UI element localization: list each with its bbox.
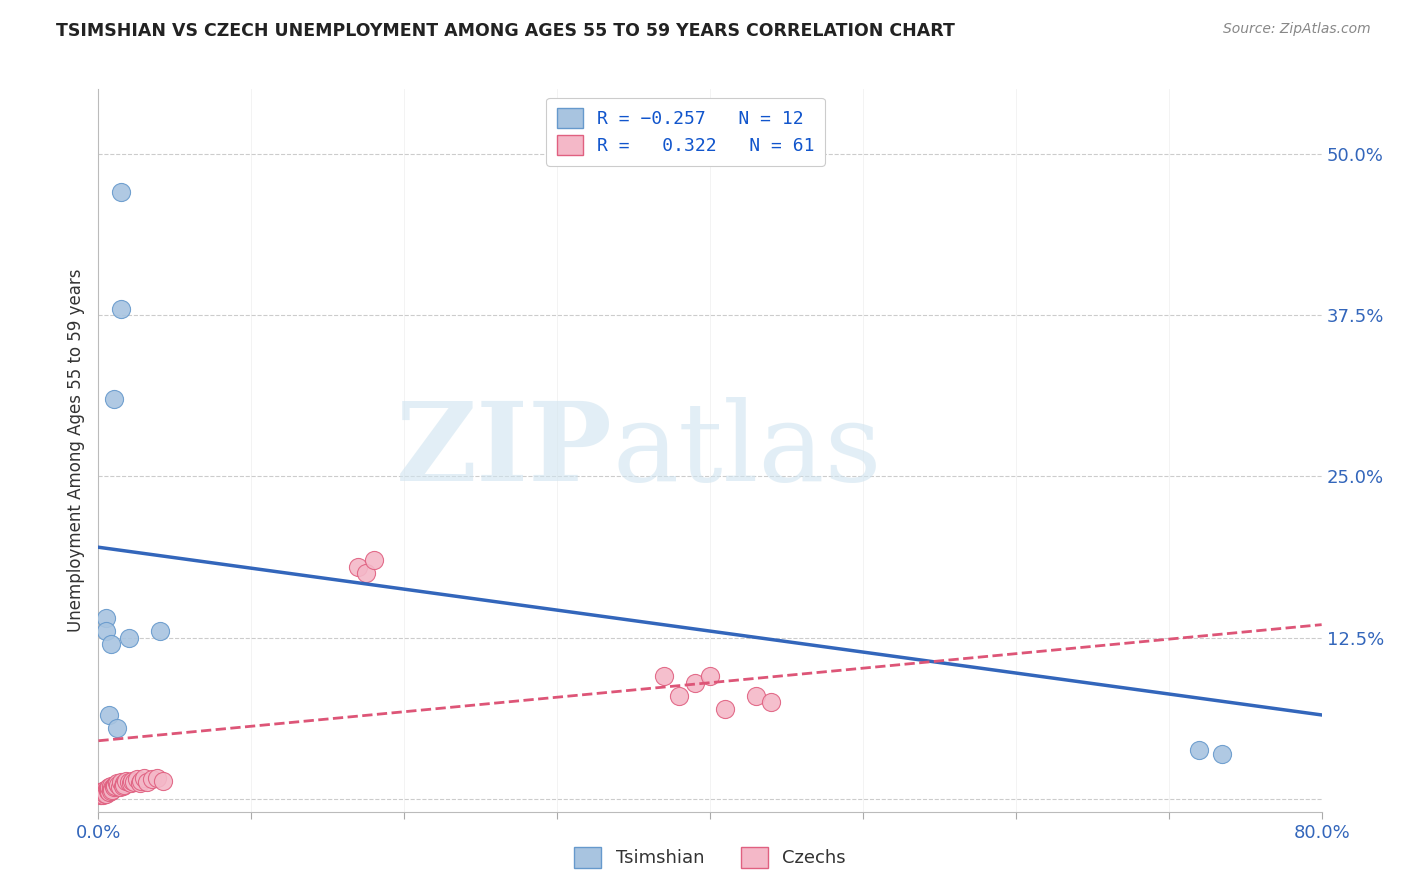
Point <box>89 788 111 802</box>
Point <box>115 773 138 788</box>
Point <box>94 611 117 625</box>
Point <box>110 775 132 789</box>
Point <box>98 708 121 723</box>
Point <box>141 772 163 787</box>
Point <box>103 779 125 793</box>
Point <box>112 778 135 792</box>
Point <box>91 788 114 802</box>
Point <box>97 784 120 798</box>
Text: atlas: atlas <box>612 397 882 504</box>
Point <box>94 784 117 798</box>
Point <box>94 785 117 799</box>
Point <box>111 779 134 793</box>
Point <box>118 775 141 789</box>
Point <box>90 788 112 802</box>
Point <box>1188 743 1211 757</box>
Point <box>91 785 114 799</box>
Point <box>94 787 117 801</box>
Point <box>104 778 127 792</box>
Point <box>152 773 174 788</box>
Point <box>699 669 721 683</box>
Point <box>149 624 172 639</box>
Point <box>98 780 121 795</box>
Point <box>105 721 128 735</box>
Text: Source: ZipAtlas.com: Source: ZipAtlas.com <box>1223 22 1371 37</box>
Point <box>129 773 152 788</box>
Point <box>90 785 112 799</box>
Y-axis label: Unemployment Among Ages 55 to 59 years: Unemployment Among Ages 55 to 59 years <box>66 268 84 632</box>
Point <box>100 784 122 798</box>
Point <box>100 781 122 796</box>
Point <box>91 787 114 801</box>
Point <box>97 781 120 796</box>
Point <box>101 782 124 797</box>
Point <box>100 637 122 651</box>
Point <box>347 559 370 574</box>
Point <box>354 566 377 580</box>
Point <box>759 695 782 709</box>
Point <box>120 776 142 790</box>
Point <box>128 776 150 790</box>
Point <box>105 776 128 790</box>
Point <box>103 780 125 795</box>
Text: TSIMSHIAN VS CZECH UNEMPLOYMENT AMONG AGES 55 TO 59 YEARS CORRELATION CHART: TSIMSHIAN VS CZECH UNEMPLOYMENT AMONG AG… <box>56 22 955 40</box>
Point <box>94 624 117 639</box>
Point <box>94 785 117 799</box>
Point <box>90 787 112 801</box>
Point <box>93 787 115 801</box>
Point <box>97 782 120 797</box>
Point <box>652 669 675 683</box>
Point <box>107 778 129 792</box>
Point <box>363 553 385 567</box>
Point <box>668 689 690 703</box>
Point <box>714 701 737 715</box>
Point <box>89 785 111 799</box>
Point <box>136 775 159 789</box>
Point <box>683 675 706 690</box>
Point <box>118 631 141 645</box>
Point <box>104 779 127 793</box>
Point <box>91 784 114 798</box>
Point <box>122 775 145 789</box>
Text: ZIP: ZIP <box>395 397 612 504</box>
Point <box>101 781 124 796</box>
Point <box>1211 747 1233 761</box>
Point <box>103 392 125 406</box>
Point <box>112 776 135 790</box>
Point <box>125 772 148 787</box>
Point <box>134 771 156 785</box>
Point <box>121 773 143 788</box>
Point <box>108 780 131 795</box>
Point <box>98 785 121 799</box>
Point <box>110 186 132 200</box>
Point <box>110 301 132 316</box>
Point <box>98 782 121 797</box>
Point <box>745 689 768 703</box>
Point <box>93 785 115 799</box>
Legend: Tsimshian, Czechs: Tsimshian, Czechs <box>567 839 853 875</box>
Point <box>100 779 122 793</box>
Point <box>93 782 115 797</box>
Point <box>145 771 167 785</box>
